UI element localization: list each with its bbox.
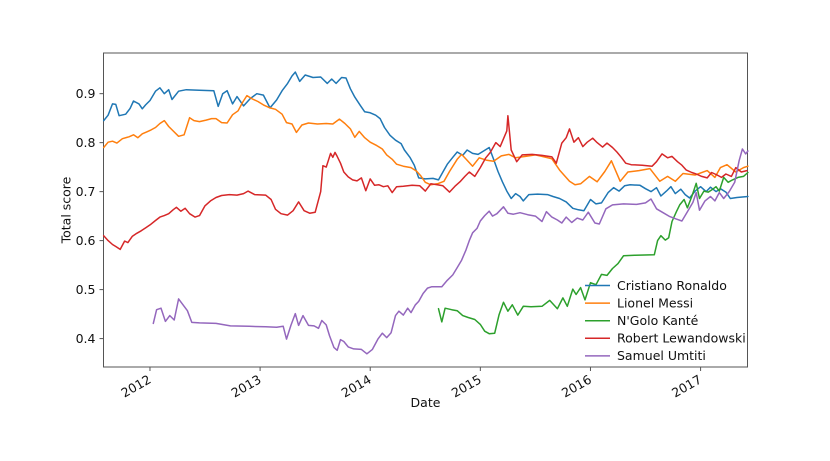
y-tick-label: 0.4 [76,331,96,346]
x-axis-label: Date [411,395,441,410]
x-tick-label: 2016 [559,372,594,401]
legend: Cristiano Ronaldo Lionel Messi N'Golo Kant… [585,278,746,363]
series-line-lionel-messi [102,94,749,186]
legend-label: Cristiano Ronaldo [617,278,727,293]
y-tick-label: 0.7 [76,184,96,199]
legend-label: Robert Lewandowski [617,331,746,346]
y-axis-label: Total score [59,176,74,244]
series-line-samuel-umtiti [152,148,749,355]
legend-label: N'Golo Kanté [617,313,699,328]
y-tick-label: 0.9 [76,86,96,101]
legend-item-samuel-umtiti: Samuel Umtiti [585,348,706,363]
plot-border [103,52,748,368]
legend-label: Samuel Umtiti [617,348,706,363]
y-tick-label: 0.5 [76,282,96,297]
legend-item-n-golo-kant: N'Golo Kanté [585,313,699,328]
series-lines [102,71,749,355]
x-tick-label: 2013 [229,372,264,401]
y-tick-label: 0.6 [76,233,96,248]
legend-item-lionel-messi: Lionel Messi [585,295,693,310]
series-line-n-golo-kant [437,171,749,335]
series-line-robert-lewandowski [102,114,748,251]
legend-item-robert-lewandowski: Robert Lewandowski [585,331,746,346]
x-tick-label: 2017 [669,372,704,401]
x-tick-label: 2014 [339,372,374,401]
y-tick-label: 0.8 [76,135,96,150]
y-axis: 0.4 0.5 0.6 0.7 0.8 0.9 [76,86,104,346]
x-tick-label: 2015 [449,372,484,401]
series-line-cristiano-ronaldo [102,71,749,212]
legend-item-cristiano-ronaldo: Cristiano Ronaldo [585,278,727,293]
legend-label: Lionel Messi [617,295,693,310]
x-tick-label: 2012 [118,372,153,401]
